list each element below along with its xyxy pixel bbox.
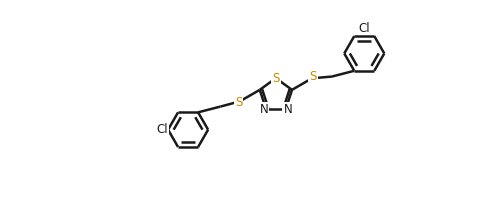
Text: S: S: [272, 72, 280, 85]
Text: S: S: [235, 96, 242, 109]
Text: Cl: Cl: [359, 22, 370, 35]
Text: S: S: [309, 70, 316, 83]
Text: N: N: [260, 103, 269, 116]
Text: Cl: Cl: [157, 123, 169, 136]
Text: N: N: [283, 103, 292, 116]
